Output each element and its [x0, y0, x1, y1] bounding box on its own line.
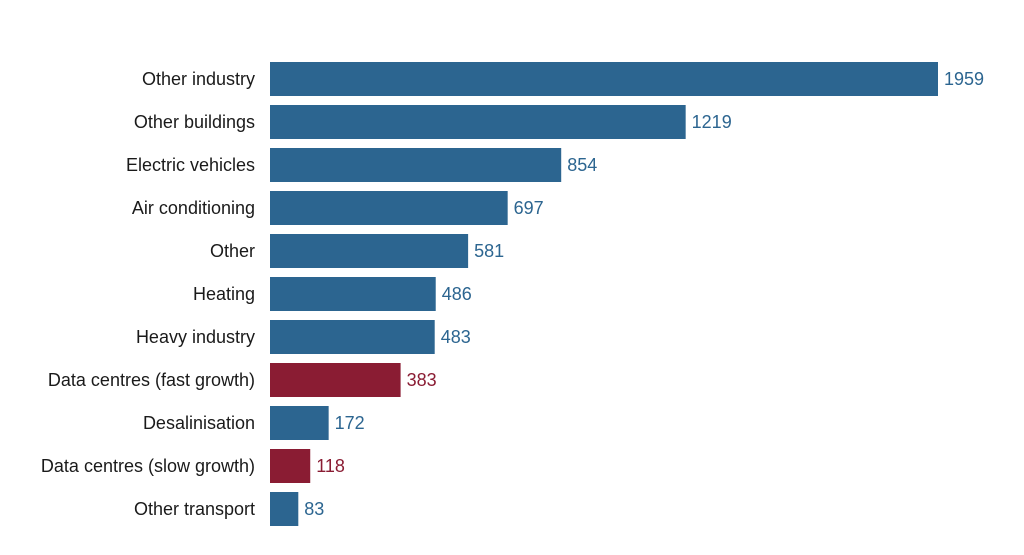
value-label-other-buildings: 1219 [692, 112, 732, 132]
value-label-other: 581 [474, 241, 504, 261]
bar-other-transport [270, 492, 299, 526]
category-label-other: Other [210, 241, 255, 261]
value-label-heating: 486 [442, 284, 472, 304]
value-label-electric-vehicles: 854 [567, 155, 597, 175]
bar-other-buildings [270, 105, 686, 139]
bar-data-centres-slow-growth [270, 449, 311, 483]
category-label-data-centres-fast-growth: Data centres (fast growth) [48, 370, 255, 390]
category-label-other-transport: Other transport [134, 499, 255, 519]
value-label-other-transport: 83 [304, 499, 324, 519]
category-label-other-buildings: Other buildings [134, 112, 255, 132]
bar-data-centres-fast-growth [270, 363, 401, 397]
value-label-heavy-industry: 483 [441, 327, 471, 347]
category-label-data-centres-slow-growth: Data centres (slow growth) [41, 456, 255, 476]
category-labels: Other industry Other buildings Electric ve… [41, 69, 255, 519]
value-labels: 1959 1219 854 697 581 486 483 383 172 118 83 [304, 69, 984, 519]
bar-air-conditioning [270, 191, 508, 225]
bar-other-industry [270, 62, 938, 96]
bar-desalinisation [270, 406, 329, 440]
category-label-electric-vehicles: Electric vehicles [126, 155, 255, 175]
value-label-data-centres-slow-growth: 118 [316, 456, 345, 476]
bar-other [270, 234, 469, 268]
bar-heavy-industry [270, 320, 435, 354]
category-label-heavy-industry: Heavy industry [136, 327, 255, 347]
category-label-other-industry: Other industry [142, 69, 255, 89]
category-label-air-conditioning: Air conditioning [132, 198, 255, 218]
category-label-desalinisation: Desalinisation [143, 413, 255, 433]
value-label-data-centres-fast-growth: 383 [407, 370, 437, 390]
bar-electric-vehicles [270, 148, 562, 182]
value-label-desalinisation: 172 [335, 413, 365, 433]
value-label-air-conditioning: 697 [514, 198, 544, 218]
bars [270, 62, 938, 526]
bar-heating [270, 277, 436, 311]
value-label-other-industry: 1959 [944, 69, 984, 89]
category-label-heating: Heating [193, 284, 255, 304]
